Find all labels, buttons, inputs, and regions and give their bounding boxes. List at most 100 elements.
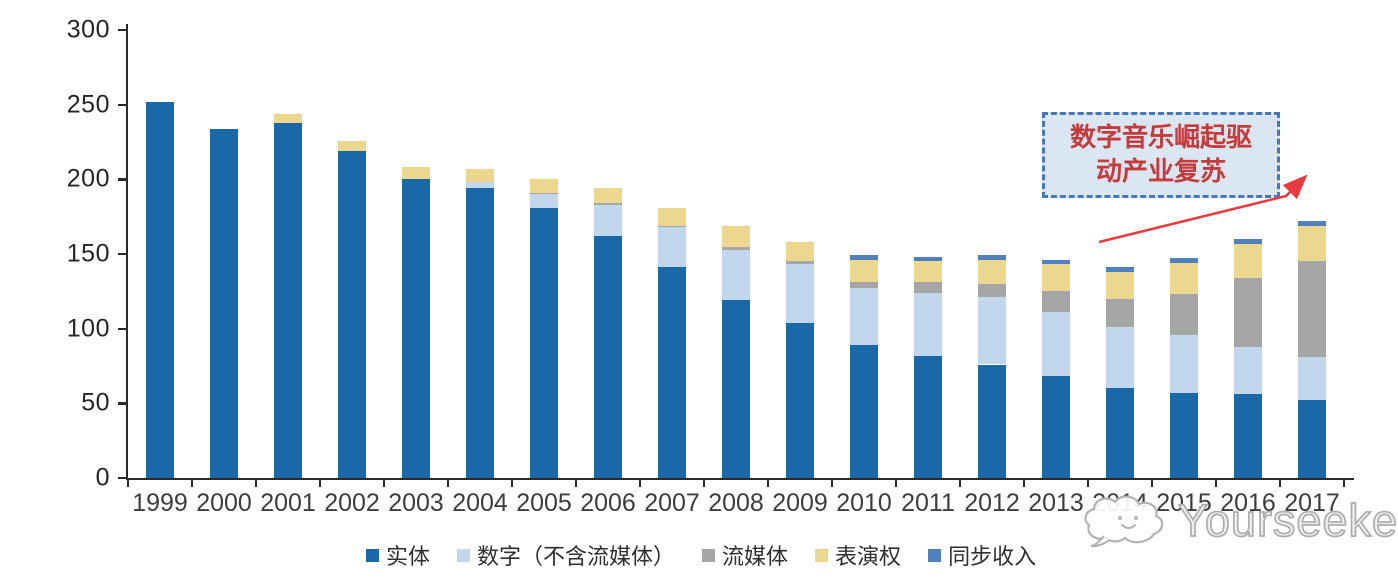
legend-label: 流媒体 — [722, 544, 789, 569]
bar-segment — [1298, 221, 1326, 226]
y-axis-tick — [118, 327, 126, 330]
bar-segment — [786, 261, 814, 265]
x-axis-tick — [511, 478, 514, 487]
bar-segment — [530, 179, 558, 193]
cloud-logo-icon — [1084, 495, 1164, 548]
x-tick-label: 2002 — [324, 489, 380, 517]
x-axis-tick — [703, 478, 706, 487]
bar-segment — [786, 264, 814, 323]
y-axis-tick — [118, 29, 126, 32]
bar-segment — [658, 207, 686, 226]
x-axis-tick — [959, 478, 962, 487]
bar-segment — [210, 128, 238, 478]
bar-segment — [594, 203, 622, 205]
bar-segment — [722, 300, 750, 478]
y-tick-label: 100 — [66, 314, 110, 343]
x-tick-label: 1999 — [132, 489, 188, 517]
legend-item: 表演权 — [815, 539, 901, 571]
bar-segment — [850, 259, 878, 283]
bar-segment — [914, 282, 942, 293]
bar-segment — [978, 255, 1006, 260]
y-tick-label: 250 — [66, 90, 110, 119]
bar-segment — [1042, 291, 1070, 313]
chart-legend: 实体 数字（不含流媒体） 流媒体 表演权 同步收入 — [366, 539, 1036, 571]
bar-segment — [1234, 277, 1262, 347]
bar-segment — [1298, 400, 1326, 478]
watermark: Yourseeker — [1080, 492, 1398, 550]
bar-segment — [722, 246, 750, 250]
legend-swatch-icon — [366, 548, 379, 562]
y-axis-tick — [118, 477, 126, 480]
x-tick-label: 2008 — [708, 489, 764, 517]
x-axis-tick — [191, 478, 194, 487]
x-tick-label: 2017 — [1284, 489, 1340, 517]
y-axis-line — [126, 24, 129, 480]
bar-segment — [1042, 376, 1070, 478]
bar-segment — [1042, 264, 1070, 292]
x-tick-label: 2006 — [580, 489, 636, 517]
x-tick-label: 2005 — [516, 489, 572, 517]
bar-segment — [1170, 392, 1198, 478]
x-tick-label: 2013 — [1028, 489, 1084, 517]
x-axis-tick — [319, 478, 322, 487]
bar-segment — [1298, 225, 1326, 262]
bar-segment — [850, 282, 878, 289]
bar-segment — [338, 150, 366, 478]
x-tick-label: 2011 — [901, 489, 955, 517]
bar-segment — [1298, 357, 1326, 401]
x-axis-tick — [1087, 478, 1090, 487]
bar-segment — [1234, 346, 1262, 395]
bar-segment — [338, 140, 366, 151]
legend-label: 表演权 — [835, 544, 902, 569]
bar-segment — [722, 225, 750, 247]
bar-segment — [530, 192, 558, 195]
x-tick-label: 2010 — [836, 489, 892, 517]
bar-segment — [914, 256, 942, 262]
bar-segment — [850, 255, 878, 260]
bar-segment — [1042, 312, 1070, 377]
bar-segment — [658, 227, 686, 268]
x-axis-tick — [1279, 478, 1282, 487]
bar-segment — [146, 101, 174, 478]
bar-segment — [1106, 267, 1134, 272]
bar-segment — [914, 355, 942, 478]
x-tick-label: 2007 — [644, 489, 700, 517]
bar-segment — [402, 167, 430, 180]
y-tick-label: 50 — [81, 388, 110, 417]
x-axis-tick — [447, 478, 450, 487]
legend-swatch-icon — [702, 548, 716, 562]
bar-segment — [594, 204, 622, 237]
legend-item: 实体 — [366, 539, 430, 571]
bar-segment — [594, 236, 622, 478]
bar-segment — [1298, 261, 1326, 358]
x-axis-tick — [1023, 478, 1026, 487]
bar-segment — [1106, 388, 1134, 478]
bar-segment — [1042, 259, 1070, 265]
x-tick-label: 2000 — [196, 489, 252, 517]
legend-swatch-icon — [457, 548, 471, 562]
y-tick-label: 0 — [95, 463, 110, 492]
bar-segment — [978, 283, 1006, 298]
y-axis-tick — [118, 402, 126, 405]
x-axis-tick — [639, 478, 642, 487]
legend-label: 同步收入 — [948, 544, 1037, 569]
x-tick-label: 2012 — [964, 489, 1020, 517]
bar-segment — [1170, 258, 1198, 263]
bar-segment — [658, 267, 686, 478]
bar-segment — [1170, 294, 1198, 335]
x-axis-tick — [255, 478, 258, 487]
x-tick-label: 2015 — [1156, 489, 1212, 517]
legend-swatch-icon — [815, 548, 829, 562]
x-axis-tick — [383, 478, 386, 487]
bar-segment — [850, 288, 878, 346]
y-tick-label: 150 — [66, 239, 110, 268]
bar-segment — [274, 122, 302, 478]
x-axis-tick — [767, 478, 770, 487]
y-tick-label: 300 — [66, 15, 110, 44]
bar-segment — [978, 297, 1006, 365]
x-axis-tick — [1151, 478, 1154, 487]
legend-item: 同步收入 — [928, 539, 1036, 571]
y-axis-tick — [118, 253, 126, 256]
x-axis-tick — [575, 478, 578, 487]
